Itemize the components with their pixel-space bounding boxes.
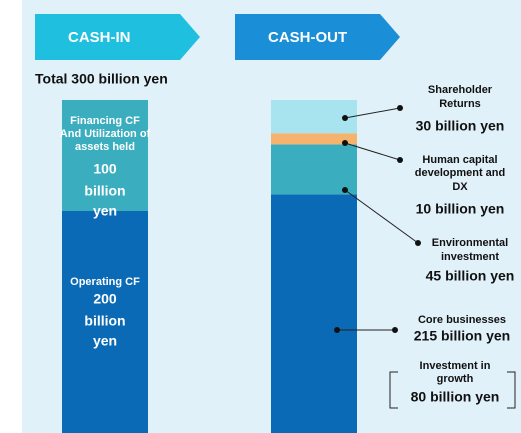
segment-name: investment	[441, 251, 499, 263]
banner	[35, 14, 200, 60]
segment-value: 215 billion yen	[414, 328, 510, 344]
segment-name: Shareholder	[428, 84, 493, 96]
leader-dot	[342, 140, 348, 146]
annotation-text: growth	[437, 373, 474, 385]
segment-value: yen	[93, 333, 117, 349]
segment-value: 10 billion yen	[416, 201, 505, 217]
bracket	[389, 371, 516, 409]
segment-name: And Utilization of	[60, 128, 151, 140]
segment-value: 45 billion yen	[426, 268, 515, 284]
leader-dot	[397, 105, 403, 111]
segment-name: DX	[452, 181, 468, 193]
segment-name: Returns	[439, 98, 481, 110]
annotation-value: 80 billion yen	[411, 389, 500, 405]
annotation-text: Investment in	[420, 360, 491, 372]
segment-value: 30 billion yen	[416, 118, 505, 134]
leader-dot	[334, 327, 340, 333]
bar-segment	[271, 133, 357, 145]
bar-segment	[271, 194, 357, 433]
leader-dot	[415, 240, 421, 246]
leader-dot	[392, 327, 398, 333]
chart-title: Total 300 billion yen	[35, 71, 168, 87]
segment-value: 200	[93, 291, 117, 307]
leader-dot	[342, 187, 348, 193]
segment-name: Core businesses	[418, 314, 506, 326]
leader-dot	[397, 157, 403, 163]
segment-name: development and	[415, 167, 505, 179]
leader-line	[344, 189, 419, 244]
segment-name: assets held	[75, 141, 135, 153]
segment-name: Human capital	[422, 154, 497, 166]
bar-segment	[62, 100, 148, 211]
segment-name: Environmental	[432, 237, 508, 249]
segment-name: Financing CF	[70, 115, 140, 127]
leader-line	[344, 142, 401, 161]
banner-label: CASH-OUT	[268, 29, 347, 46]
banner-label: CASH-IN	[68, 29, 131, 46]
leader-dot	[342, 115, 348, 121]
segment-value: 100	[93, 161, 117, 177]
segment-value: billion	[84, 313, 125, 329]
banner	[235, 14, 400, 60]
bar-segment	[271, 144, 357, 195]
leader-line	[344, 107, 401, 119]
segment-value: billion	[84, 183, 125, 199]
segment-value: yen	[93, 203, 117, 219]
bar-segment	[62, 211, 148, 433]
segment-name: Operating CF	[70, 276, 140, 288]
